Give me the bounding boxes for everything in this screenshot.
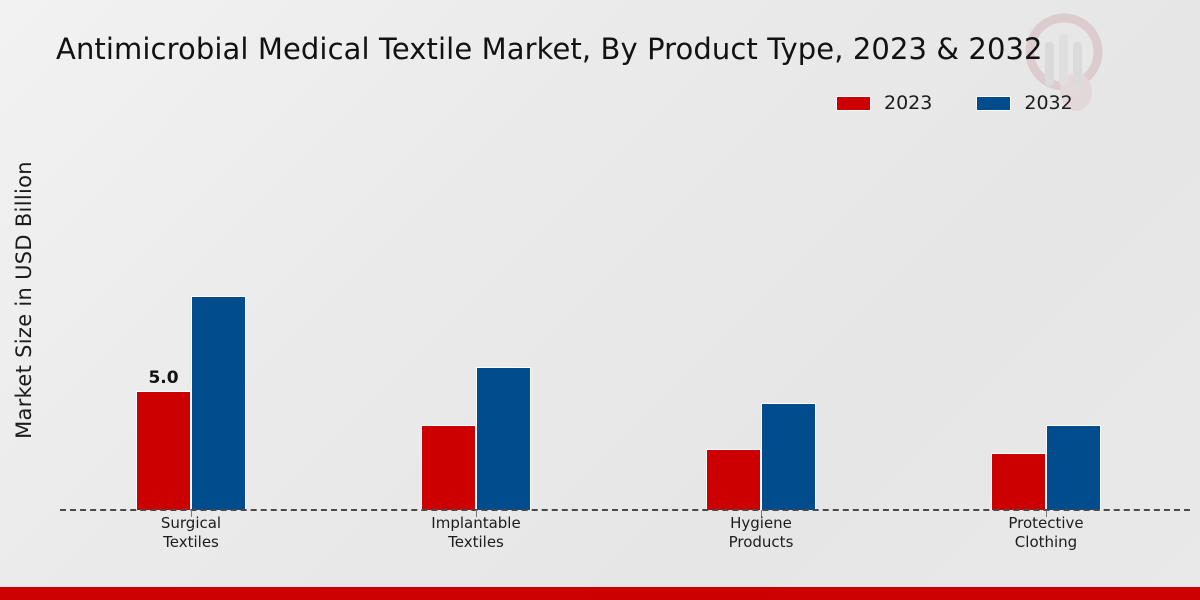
bar-2032-implantable-textiles[interactable] — [476, 367, 531, 510]
legend-item-2032[interactable]: 2032 — [976, 92, 1073, 114]
x-axis-label-line-1: Hygiene — [730, 514, 792, 532]
bar-group-implantable-textiles — [421, 140, 601, 510]
legend-label-2032: 2032 — [1024, 92, 1073, 114]
bar-2023-hygiene-products[interactable] — [706, 449, 761, 510]
bar-2032-protective-clothing[interactable] — [1046, 425, 1101, 510]
bar-2023-surgical-textiles[interactable]: 5.0 — [136, 368, 191, 510]
bar-2032-surgical-textiles[interactable] — [191, 296, 246, 510]
bar-group-surgical-textiles: 5.0 — [136, 140, 316, 510]
x-axis-tick-hygiene-products — [761, 510, 762, 517]
x-axis-label-line-1: Protective — [1008, 514, 1084, 532]
x-axis-tick-surgical-textiles — [191, 510, 192, 517]
legend-swatch-2032 — [976, 95, 1012, 111]
x-axis-baseline — [60, 509, 1190, 511]
x-axis-tick-protective-clothing — [1046, 510, 1047, 517]
bar-2032-hygiene-products[interactable] — [761, 403, 816, 510]
x-axis-label-line-1: Implantable — [431, 514, 521, 532]
x-axis-label-line-2: Textiles — [163, 533, 219, 551]
legend-item-2023[interactable]: 2023 — [836, 92, 932, 114]
footer-accent-bar — [0, 587, 1200, 600]
x-axis-label-surgical-textiles: Surgical Textiles — [81, 514, 301, 552]
x-axis-label-implantable-textiles: Implantable Textiles — [366, 514, 586, 552]
bar-group-protective-clothing — [991, 140, 1171, 510]
chart-title: Antimicrobial Medical Textile Market, By… — [56, 32, 1043, 66]
x-axis-label-line-2: Products — [728, 533, 794, 551]
x-axis-label-line-2: Clothing — [1014, 533, 1078, 551]
bar-value-label: 5.0 — [148, 368, 179, 388]
x-axis-tick-implantable-textiles — [476, 510, 477, 517]
legend-swatch-2023 — [836, 95, 871, 111]
bar-2023-protective-clothing[interactable] — [991, 453, 1046, 510]
legend-label-2023: 2023 — [884, 92, 933, 114]
chart-legend: 2023 2032 — [836, 92, 1073, 114]
y-axis-title: Market Size in USD Billion — [12, 161, 36, 439]
x-axis-label-protective-clothing: Protective Clothing — [936, 514, 1156, 552]
x-axis-label-line-2: Textiles — [448, 533, 504, 551]
plot-area: 5.0 — [66, 140, 1188, 510]
x-axis-label-hygiene-products: Hygiene Products — [651, 514, 871, 552]
bar-group-hygiene-products — [706, 140, 886, 510]
bar-2023-implantable-textiles[interactable] — [421, 425, 476, 510]
x-axis-label-line-1: Surgical — [160, 514, 222, 532]
